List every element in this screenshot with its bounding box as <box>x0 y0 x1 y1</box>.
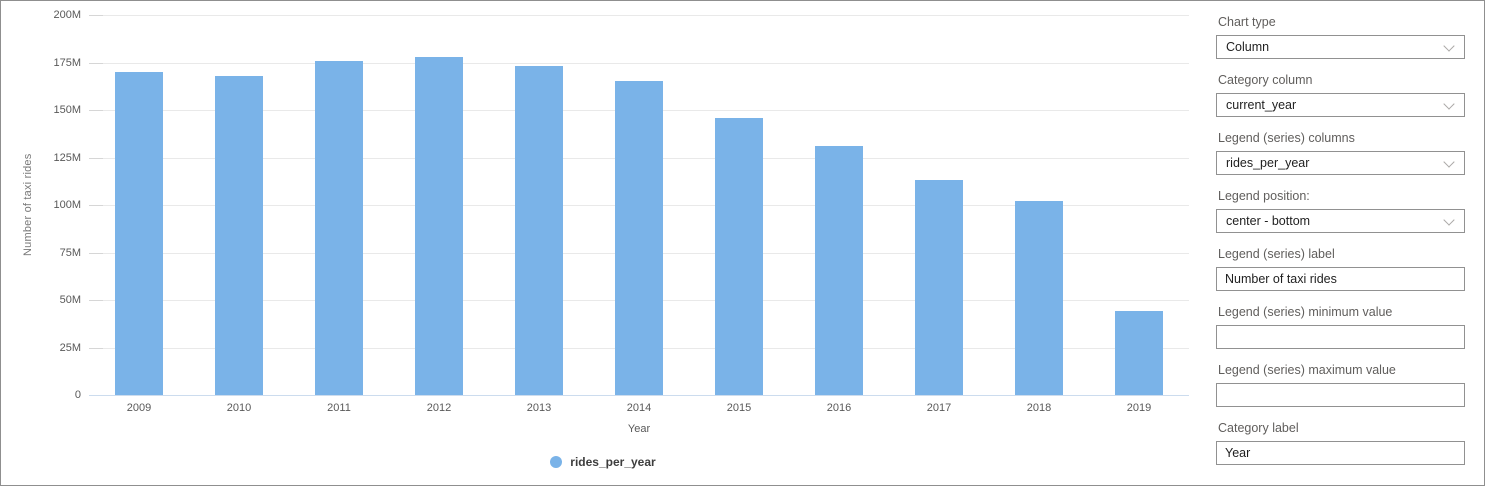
x-tick-label: 2016 <box>826 402 852 414</box>
legend-series-label: rides_per_year <box>570 455 656 469</box>
x-axis-tick-labels: 2009 2010 2011 2012 2013 2014 2015 2016 2017 2018… <box>89 401 1189 417</box>
y-tick-label: 125M <box>53 151 81 164</box>
field-label: Category label <box>1218 421 1299 435</box>
dropdown-value: center - bottom <box>1226 214 1311 228</box>
y-tick-mark <box>89 110 103 111</box>
y-tick-mark <box>89 205 103 206</box>
column-bar-2009 <box>115 72 163 395</box>
chart-canvas: Number of taxi rides 2009 2010 2011 2012 201… <box>1 1 1205 485</box>
dropdown-value: current_year <box>1226 98 1297 112</box>
x-tick-label: 2014 <box>626 402 652 414</box>
field-label: Chart type <box>1218 15 1276 29</box>
field-legend-series-columns: Legend (series) columns rides_per_year <box>1216 131 1465 175</box>
legend-series-label-input[interactable] <box>1216 267 1465 291</box>
y-tick-mark <box>89 347 103 349</box>
field-label: Legend (series) label <box>1218 247 1335 261</box>
column-bar-2014 <box>615 81 663 395</box>
category-column-dropdown[interactable]: current_year <box>1216 93 1465 117</box>
x-tick-label: 2019 <box>1126 402 1152 414</box>
field-label: Legend (series) minimum value <box>1218 305 1393 319</box>
dropdown-value: Column <box>1226 40 1270 54</box>
x-tick-label: 2017 <box>926 402 952 414</box>
y-tick-label: 200M <box>53 9 81 21</box>
gridline <box>89 62 1189 64</box>
field-legend-series-maximum: Legend (series) maximum value <box>1216 363 1465 407</box>
x-tick-label: 2011 <box>327 402 351 414</box>
chart-legend: rides_per_year <box>1 452 1205 472</box>
legend-series-maximum-input[interactable] <box>1216 383 1465 407</box>
column-bar-2015 <box>715 118 763 395</box>
y-tick-label: 25M <box>59 341 81 354</box>
field-label: Legend position: <box>1218 189 1310 203</box>
field-legend-series-label: Legend (series) label <box>1216 247 1465 291</box>
x-axis-title: Year <box>627 423 651 435</box>
field-label: Category column <box>1218 73 1313 87</box>
chart-type-dropdown[interactable]: Column <box>1216 35 1465 59</box>
x-tick-label: 2013 <box>526 402 552 414</box>
legend-series-columns-dropdown[interactable]: rides_per_year <box>1216 151 1465 175</box>
y-tick-mark <box>89 300 103 301</box>
y-tick-mark <box>89 62 103 64</box>
column-bar-2010 <box>215 76 263 395</box>
column-bar-2011 <box>315 61 363 395</box>
legend-position-dropdown[interactable]: center - bottom <box>1216 209 1465 233</box>
y-tick-label: 100M <box>53 199 81 211</box>
legend-series-minimum-input[interactable] <box>1216 325 1465 349</box>
y-tick-label: 150M <box>53 104 81 116</box>
chevron-down-icon <box>1443 40 1455 52</box>
y-tick-label: 75M <box>59 246 81 259</box>
x-tick-label: 2018 <box>1026 402 1052 414</box>
field-category-label: Category label <box>1216 421 1465 465</box>
column-bar-2016 <box>815 146 863 395</box>
y-tick-label: 175M <box>53 56 81 69</box>
legend-series-dot-icon <box>550 456 563 468</box>
chevron-down-icon <box>1443 214 1455 226</box>
field-chart-type: Chart type Column <box>1216 15 1465 59</box>
column-bar-2019 <box>1115 311 1163 395</box>
dropdown-value: rides_per_year <box>1226 156 1310 170</box>
field-category-column: Category column current_year <box>1216 73 1465 117</box>
y-tick-label: 0 <box>74 389 81 401</box>
chevron-down-icon <box>1443 156 1455 168</box>
y-tick-mark <box>89 157 103 159</box>
category-label-input[interactable] <box>1216 441 1465 465</box>
gridline <box>89 15 1189 16</box>
column-bar-2012 <box>415 57 463 395</box>
field-label: Legend (series) columns <box>1218 131 1355 145</box>
chevron-down-icon <box>1443 98 1455 110</box>
field-legend-series-minimum: Legend (series) minimum value <box>1216 305 1465 349</box>
y-tick-label: 50M <box>59 294 81 306</box>
column-bar-2018 <box>1015 201 1063 395</box>
y-tick-mark <box>89 15 103 16</box>
x-tick-label: 2015 <box>726 402 752 414</box>
column-bar-2013 <box>515 66 563 395</box>
field-legend-position: Legend position: center - bottom <box>1216 189 1465 233</box>
field-label: Legend (series) maximum value <box>1218 363 1396 377</box>
plot-area <box>89 15 1189 396</box>
x-tick-label: 2012 <box>426 402 452 414</box>
chart-options-panel: Chart type Column Category column curren… <box>1216 1 1465 485</box>
x-tick-label: 2009 <box>126 402 152 414</box>
y-tick-mark <box>89 252 103 254</box>
column-bar-2017 <box>915 180 963 395</box>
x-axis-line <box>89 395 1189 396</box>
x-tick-label: 2010 <box>226 402 252 414</box>
